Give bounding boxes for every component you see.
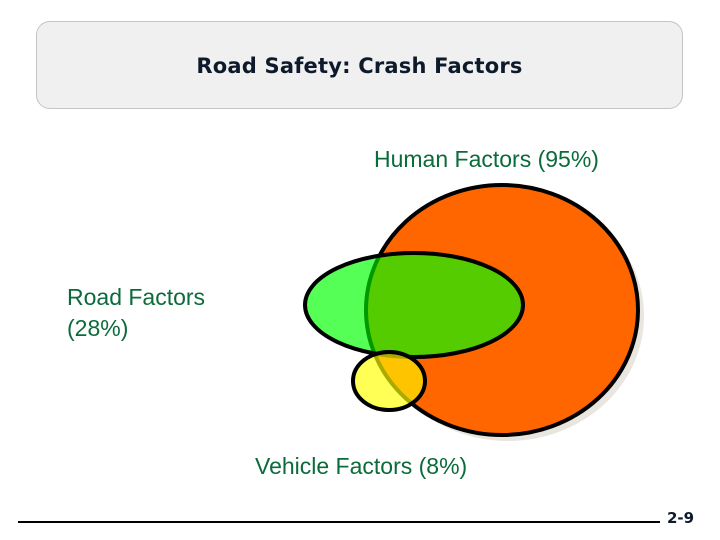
road-factors-label: Road Factors (28%) — [67, 282, 205, 344]
slide-title: Road Safety: Crash Factors — [196, 54, 523, 78]
title-box: Road Safety: Crash Factors — [36, 21, 683, 109]
page-number: 2-9 — [667, 509, 695, 527]
vehicle-outline-stroke — [351, 350, 427, 412]
road-factors-label-line1: Road Factors — [67, 284, 206, 310]
footer-rule — [18, 521, 660, 523]
human-outline-stroke — [364, 183, 640, 437]
road-outline-stroke — [303, 251, 525, 359]
vehicle-factors-label: Vehicle Factors (8%) — [255, 453, 468, 479]
human-factors-label: Human Factors (95%) — [374, 146, 599, 172]
road-factors-label-line2: (28%) — [67, 315, 129, 341]
